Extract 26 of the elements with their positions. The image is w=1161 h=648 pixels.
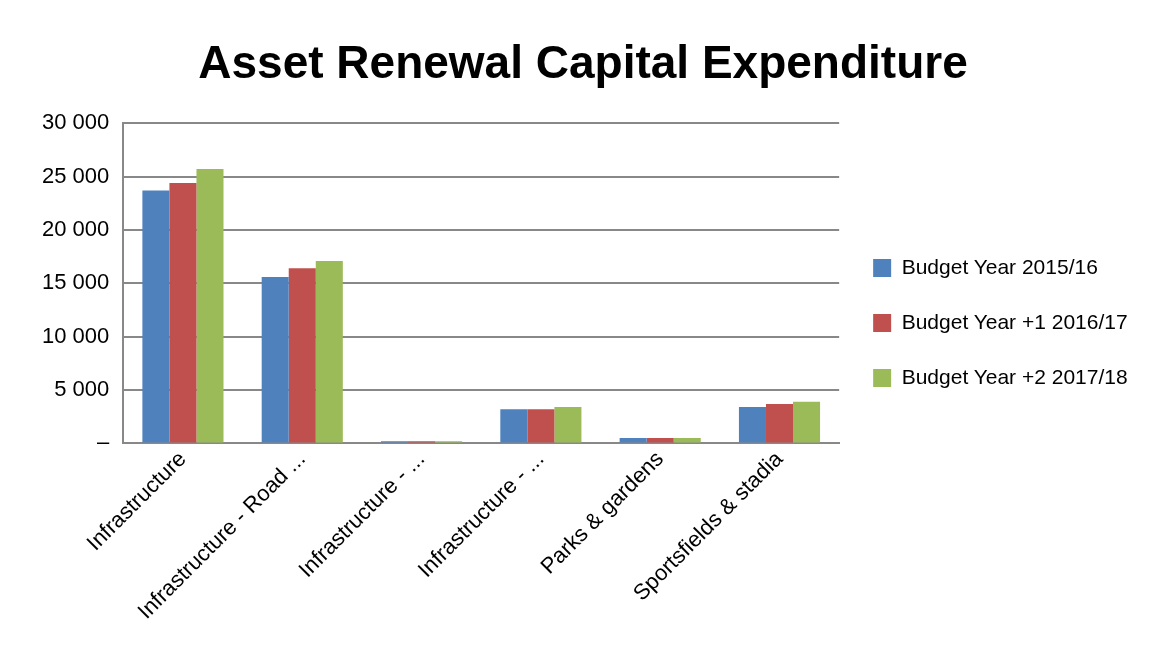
y-tick-label: –	[97, 429, 111, 455]
bar	[288, 268, 316, 443]
legend-label: Budget Year +2 2017/18	[901, 364, 1128, 388]
bar	[169, 182, 197, 443]
y-tick-label: 5 000	[54, 376, 110, 402]
bar	[196, 169, 224, 443]
y-tick-label: 25 000	[41, 162, 110, 188]
y-tick-label: 10 000	[41, 322, 110, 348]
bar	[500, 409, 528, 443]
bar	[261, 276, 289, 443]
bar	[765, 403, 794, 443]
bar	[673, 438, 701, 443]
bar	[738, 407, 766, 443]
bar	[793, 401, 821, 443]
bar	[554, 407, 582, 443]
y-tick-label: 20 000	[41, 215, 110, 241]
legend-label: Budget Year +1 2016/17	[901, 309, 1128, 333]
y-tick-label: 30 000	[41, 109, 110, 135]
bar	[527, 409, 555, 443]
bar	[619, 438, 647, 443]
chart-title: Asset Renewal Capital Expenditure	[198, 36, 968, 89]
bar	[315, 260, 343, 443]
y-tick-label: 15 000	[41, 269, 110, 295]
bar	[646, 438, 674, 443]
bar	[142, 190, 170, 443]
legend-label: Budget Year 2015/16	[901, 254, 1098, 278]
